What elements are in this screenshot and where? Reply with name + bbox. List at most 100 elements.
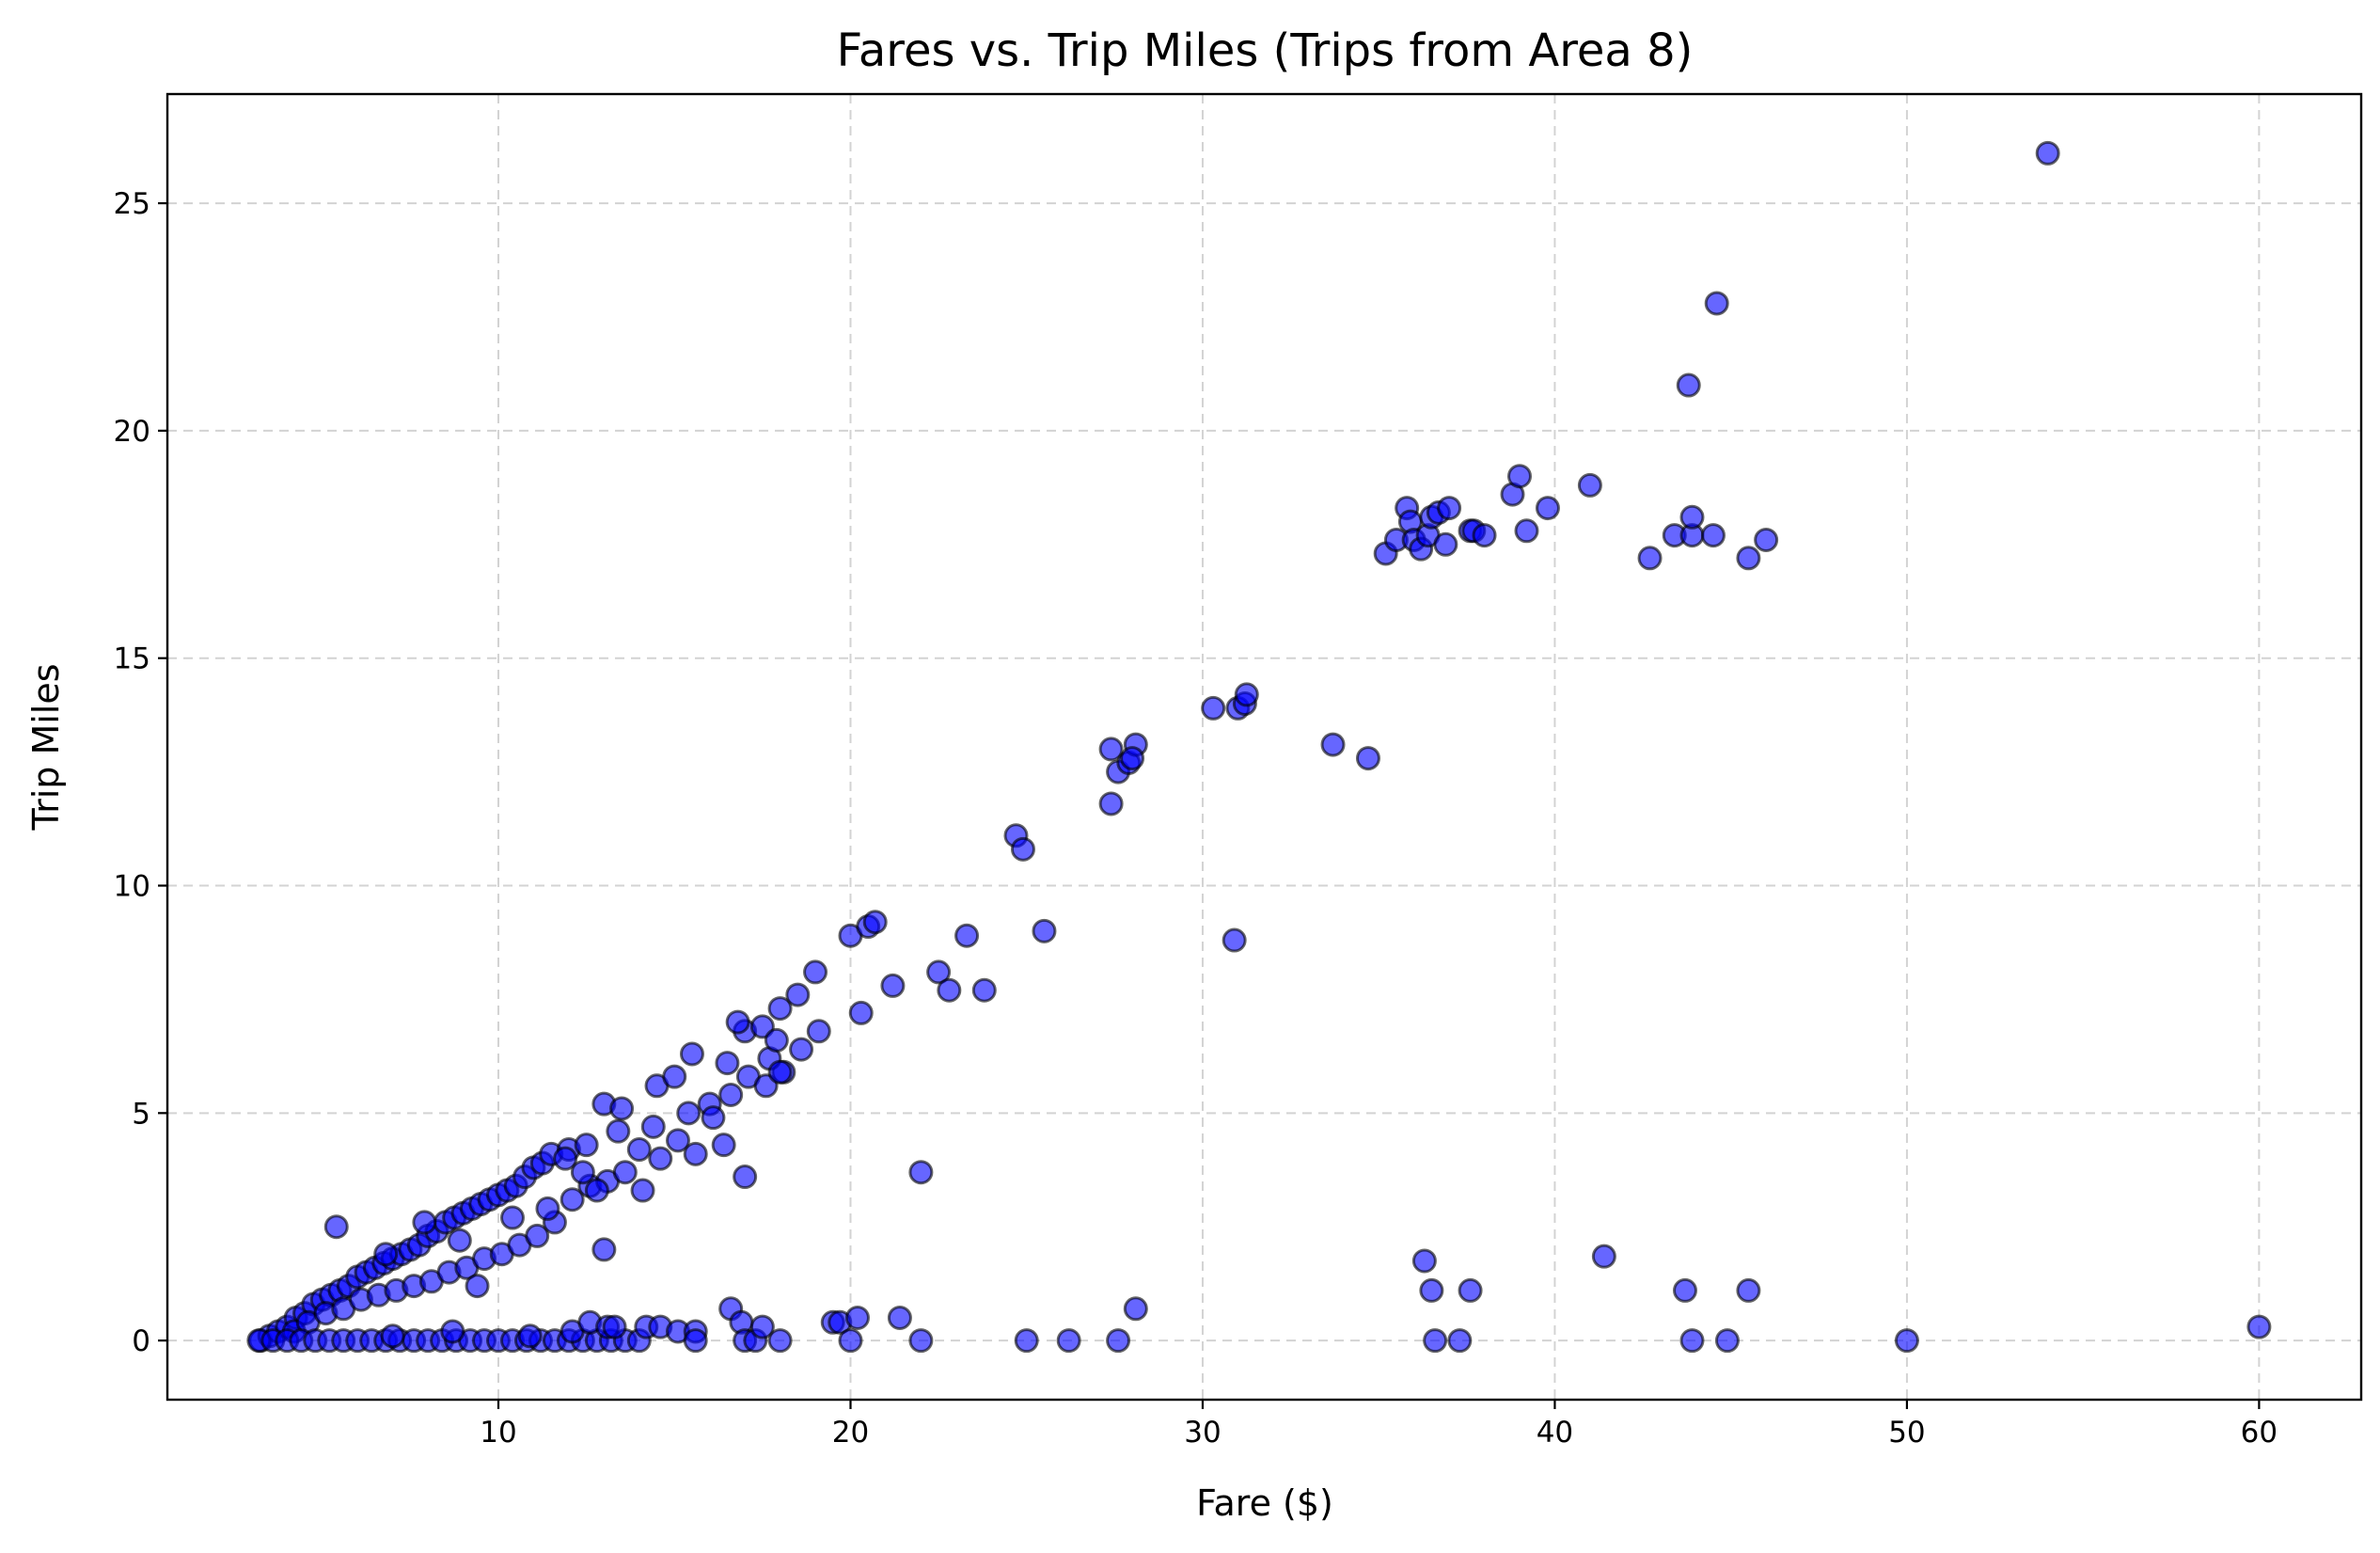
scatter-point bbox=[1704, 291, 1729, 316]
y-tick-label: 5 bbox=[132, 1097, 150, 1131]
data-points bbox=[246, 140, 2272, 1354]
scatter-point bbox=[1433, 531, 1458, 557]
scatter-point bbox=[380, 1323, 405, 1349]
scatter-point bbox=[1320, 732, 1346, 757]
scatter-point bbox=[767, 1059, 793, 1085]
scatter-point bbox=[971, 977, 997, 1003]
scatter-point bbox=[1355, 746, 1380, 771]
scatter-point bbox=[640, 1114, 666, 1139]
y-tick-label: 0 bbox=[132, 1324, 150, 1358]
scatter-point bbox=[2246, 1314, 2272, 1339]
y-axis-label: Trip Miles bbox=[25, 663, 67, 831]
y-tick-label: 15 bbox=[114, 642, 150, 676]
scatter-point bbox=[1676, 372, 1701, 398]
scatter-point bbox=[665, 1128, 690, 1153]
y-tick-label: 10 bbox=[114, 870, 150, 904]
scatter-point bbox=[767, 996, 793, 1022]
x-tick-label: 30 bbox=[1184, 1416, 1221, 1450]
scatter-point bbox=[701, 1105, 726, 1131]
scatter-point bbox=[626, 1137, 652, 1163]
x-tick-label: 10 bbox=[480, 1416, 516, 1450]
x-tick-label: 50 bbox=[1888, 1416, 1925, 1450]
scatter-point bbox=[574, 1133, 599, 1158]
scatter-point bbox=[648, 1146, 673, 1171]
scatter-point bbox=[1098, 737, 1124, 762]
scatter-point bbox=[1591, 1244, 1616, 1269]
scatter-point bbox=[718, 1082, 744, 1107]
scatter-point bbox=[887, 1305, 912, 1330]
scatter-point bbox=[535, 1196, 560, 1221]
scatter-point bbox=[908, 1328, 934, 1354]
scatter-point bbox=[1736, 1277, 1761, 1303]
scatter-point bbox=[676, 1101, 701, 1126]
scatter-point bbox=[785, 982, 811, 1007]
scatter-point bbox=[1673, 1277, 1698, 1303]
scatter-point bbox=[612, 1160, 638, 1185]
plot-frame bbox=[165, 92, 2363, 1402]
scatter-point bbox=[1535, 496, 1560, 521]
scatter-point bbox=[1447, 1328, 1473, 1354]
scatter-point bbox=[630, 1178, 655, 1203]
scatter-point bbox=[1714, 1328, 1740, 1354]
scatter-point bbox=[1679, 504, 1705, 530]
scatter-point bbox=[764, 1027, 789, 1053]
scatter-point bbox=[1234, 682, 1259, 707]
scatter-point bbox=[733, 1165, 758, 1190]
scatter-point bbox=[1514, 518, 1539, 544]
scatter-point bbox=[954, 923, 980, 948]
scatter-point bbox=[926, 959, 952, 985]
scatter-point bbox=[1411, 1248, 1437, 1274]
scatter-point bbox=[602, 1314, 627, 1339]
scatter-point bbox=[1437, 496, 1462, 521]
scatter-point bbox=[560, 1187, 585, 1212]
scatter-point bbox=[1032, 918, 1057, 943]
scatter-point bbox=[1123, 1296, 1148, 1322]
scatter-point bbox=[683, 1141, 708, 1166]
scatter-point bbox=[591, 1237, 617, 1262]
scatter-point bbox=[803, 959, 828, 985]
x-tick-label: 40 bbox=[1537, 1416, 1573, 1450]
scatter-point bbox=[1201, 695, 1226, 721]
scatter-point bbox=[679, 1041, 704, 1067]
scatter-point bbox=[848, 1000, 874, 1025]
x-tick-label: 20 bbox=[832, 1416, 869, 1450]
scatter-point bbox=[838, 1328, 863, 1354]
scatter-point bbox=[1894, 1328, 1919, 1354]
scatter-point bbox=[1014, 1328, 1039, 1354]
y-tick-label: 20 bbox=[114, 415, 150, 449]
scatter-point bbox=[806, 1019, 831, 1044]
scatter-point bbox=[683, 1328, 708, 1354]
scatter-point bbox=[844, 1305, 870, 1330]
scatter-point bbox=[711, 1133, 736, 1158]
scatter-point bbox=[525, 1223, 550, 1248]
scatter-point bbox=[1577, 472, 1602, 498]
grid-lines bbox=[167, 94, 2361, 1400]
scatter-point bbox=[1098, 791, 1124, 816]
scatter-point bbox=[517, 1323, 543, 1349]
scatter-point bbox=[662, 1064, 687, 1089]
scatter-point bbox=[465, 1274, 490, 1299]
scatter-point bbox=[862, 910, 888, 935]
scatter-point bbox=[2035, 140, 2060, 166]
scatter-point bbox=[1120, 746, 1145, 771]
scatter-point bbox=[1679, 1328, 1705, 1354]
scatter-point bbox=[1010, 836, 1035, 862]
chart-title: Fares vs. Trip Miles (Trips from Area 8) bbox=[837, 24, 1694, 77]
scatter-point bbox=[749, 1314, 775, 1339]
scatter-point bbox=[767, 1328, 793, 1354]
scatter-point bbox=[499, 1205, 525, 1230]
axis-ticks: 10 20 30 40 50 60 0 5 10 15 20 25 bbox=[114, 187, 2278, 1450]
scatter-point bbox=[715, 1051, 740, 1076]
scatter-point bbox=[553, 1146, 578, 1171]
scatter-point bbox=[789, 1037, 814, 1062]
scatter-point bbox=[1736, 546, 1761, 571]
scatter-point bbox=[1754, 527, 1779, 552]
scatter-point bbox=[1700, 523, 1726, 548]
scatter-point bbox=[725, 1009, 750, 1035]
x-tick-label: 60 bbox=[2241, 1416, 2278, 1450]
scatter-point bbox=[609, 1096, 635, 1121]
scatter-point bbox=[1637, 546, 1663, 571]
scatter-point bbox=[323, 1214, 349, 1240]
scatter-point bbox=[1423, 1328, 1448, 1354]
